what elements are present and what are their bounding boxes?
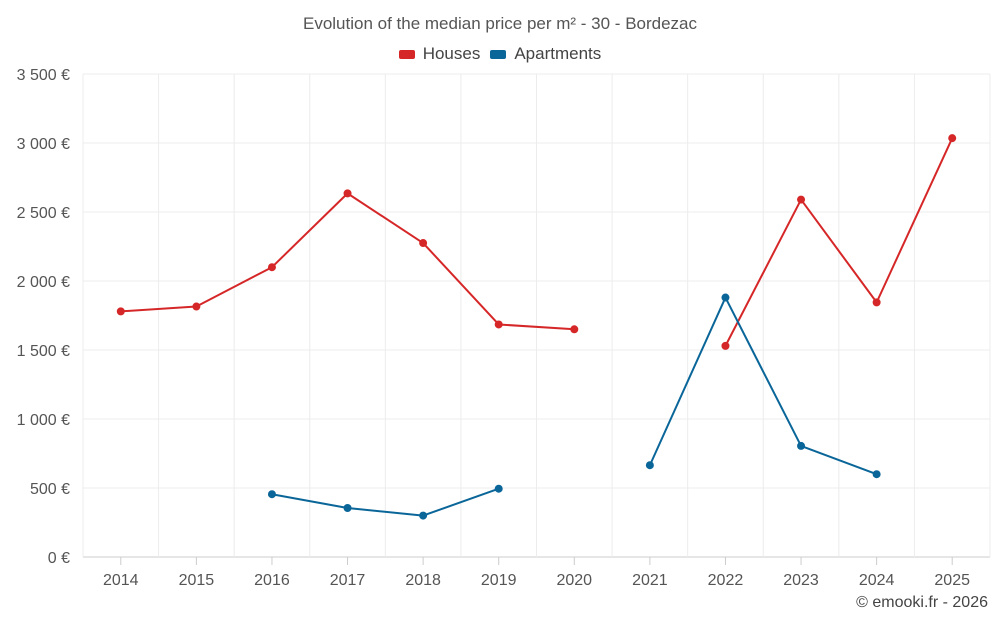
x-tick-label: 2015 — [179, 572, 215, 589]
legend-item-apartments[interactable]: Apartments — [490, 44, 601, 64]
x-tick-label: 2016 — [254, 572, 290, 589]
data-point-houses-2020 — [570, 325, 579, 334]
y-tick-label: 3 500 € — [17, 67, 70, 84]
data-point-houses-2025 — [948, 134, 957, 143]
chart-title: Evolution of the median price per m² - 3… — [302, 14, 698, 33]
y-tick-label: 0 € — [48, 550, 70, 567]
data-point-apartments-2021 — [645, 461, 654, 470]
legend: Houses Apartments — [0, 44, 1000, 64]
series-line-apartments — [271, 487, 500, 517]
x-tick-label: 2022 — [708, 572, 744, 589]
data-point-houses-2016 — [267, 263, 276, 272]
data-point-houses-2014 — [116, 307, 125, 316]
data-point-apartments-2016 — [267, 490, 276, 499]
legend-item-houses[interactable]: Houses — [398, 44, 481, 64]
x-tick-label: 2023 — [783, 572, 819, 589]
y-tick-label: 1 000 € — [17, 412, 70, 429]
x-tick-label: 2018 — [405, 572, 441, 589]
data-point-apartments-2018 — [419, 511, 428, 520]
y-tick-label: 500 € — [30, 481, 70, 498]
legend-swatch-apartments — [490, 49, 507, 59]
data-point-houses-2015 — [192, 302, 201, 311]
legend-label-apartments: Apartments — [514, 44, 602, 63]
series-line-houses — [120, 192, 575, 331]
x-tick-label: 2020 — [556, 572, 592, 589]
y-tick-label: 2 500 € — [17, 205, 70, 222]
y-tick-label: 1 500 € — [17, 343, 70, 360]
legend-label-houses: Houses — [422, 44, 481, 63]
data-point-apartments-2024 — [872, 470, 881, 479]
data-point-apartments-2023 — [797, 441, 806, 450]
data-point-apartments-2017 — [343, 504, 352, 513]
data-point-houses-2023 — [797, 195, 806, 204]
credit-text: © emooki.fr - 2026 — [856, 594, 988, 611]
x-tick-label: 2024 — [859, 572, 895, 589]
x-tick-label: 2019 — [481, 572, 517, 589]
data-point-houses-2022 — [721, 341, 730, 350]
x-tick-label: 2021 — [632, 572, 668, 589]
data-point-houses-2018 — [419, 239, 428, 248]
series-line-houses — [724, 137, 954, 347]
data-point-apartments-2019 — [494, 484, 503, 493]
y-tick-label: 2 000 € — [17, 274, 70, 291]
data-point-apartments-2022 — [721, 293, 730, 302]
x-tick-label: 2025 — [934, 572, 970, 589]
data-point-houses-2024 — [872, 298, 881, 307]
data-point-houses-2017 — [343, 189, 352, 198]
x-tick-label: 2017 — [330, 572, 366, 589]
legend-swatch-houses — [398, 49, 415, 59]
y-tick-label: 3 000 € — [17, 136, 70, 153]
x-tick-label: 2014 — [103, 572, 139, 589]
series-line-apartments — [648, 296, 877, 476]
data-point-houses-2019 — [494, 320, 503, 329]
